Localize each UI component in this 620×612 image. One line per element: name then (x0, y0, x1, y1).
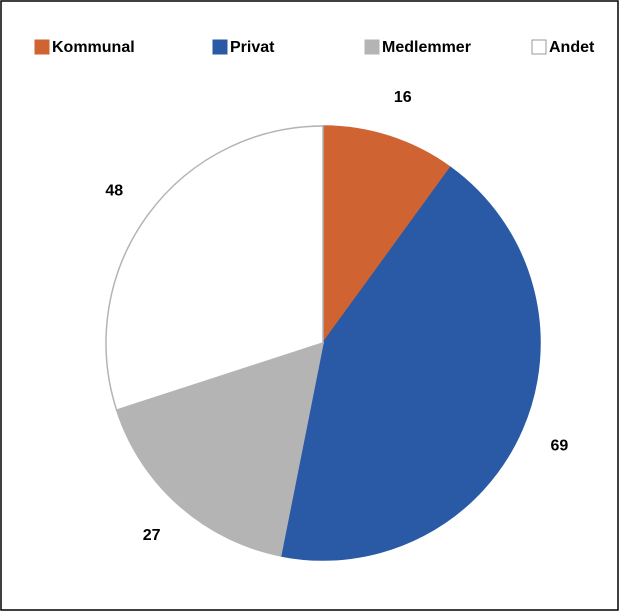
legend-swatch (34, 39, 50, 55)
pie-slice (115, 341, 324, 557)
legend-label: Medlemmer (382, 39, 471, 56)
legend-swatch (364, 39, 380, 55)
legend-label: Privat (230, 39, 275, 56)
legend-swatch (212, 39, 228, 55)
data-label: 48 (105, 183, 123, 200)
legend-label: Andet (549, 39, 595, 56)
pie-slice (105, 125, 324, 412)
legend-swatch (531, 39, 547, 55)
pie-slice (322, 125, 452, 346)
data-label: 27 (143, 527, 161, 544)
data-label: 16 (394, 89, 412, 106)
data-label: 69 (550, 438, 568, 455)
legend-label: Kommunal (52, 39, 135, 56)
pie-slice (279, 166, 541, 561)
